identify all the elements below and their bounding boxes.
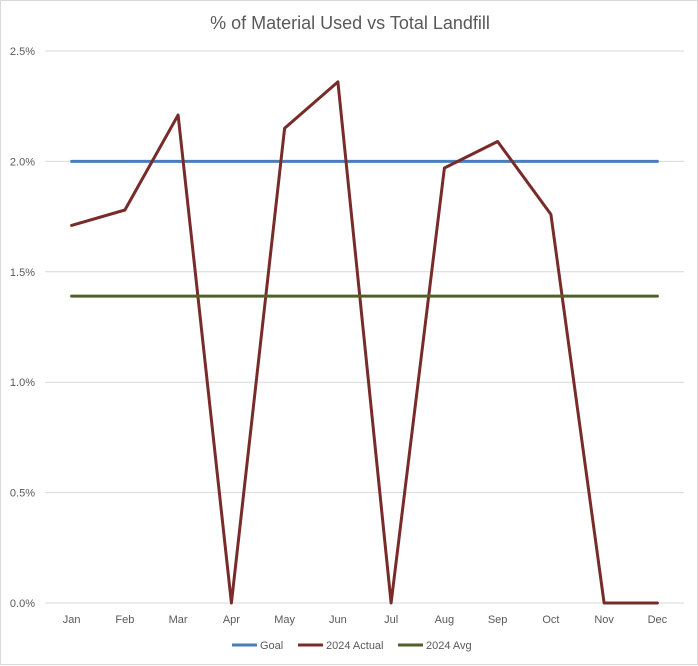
legend-entry-2024-avg: 2024 Avg — [398, 640, 472, 652]
chart-title: % of Material Used vs Total Landfill — [210, 13, 490, 33]
x-tick-label: Dec — [648, 614, 668, 626]
x-tick-label: Apr — [223, 614, 240, 626]
x-tick-label: Oct — [542, 614, 559, 626]
x-tick-label: Mar — [169, 614, 188, 626]
x-tick-label: Aug — [435, 614, 455, 626]
x-tick-label: May — [274, 614, 295, 626]
y-tick-label: 2.0% — [10, 156, 35, 168]
x-tick-label: Sep — [488, 614, 508, 626]
legend-label: 2024 Actual — [326, 640, 384, 652]
y-tick-label: 1.5% — [10, 267, 35, 279]
gridlines — [45, 50, 684, 604]
y-tick-label: 1.0% — [10, 377, 35, 389]
x-tick-label: Nov — [594, 614, 614, 626]
y-axis-ticks: 0.0% 0.5% 1.0% 1.5% 2.0% 2.5% — [10, 46, 35, 610]
legend-entry-2024-actual: 2024 Actual — [298, 640, 384, 652]
legend: Goal 2024 Actual 2024 Avg — [232, 640, 472, 652]
y-tick-label: 0.5% — [10, 488, 35, 500]
series-line-2024-actual — [70, 80, 659, 605]
y-tick-label: 2.5% — [10, 46, 35, 58]
y-tick-label: 0.0% — [10, 598, 35, 610]
x-tick-label: Jun — [329, 614, 347, 626]
x-axis-ticks: Jan Feb Mar Apr May Jun Jul Aug Sep Oct Nov Dec — [63, 614, 668, 626]
legend-entry-goal: Goal — [232, 640, 283, 652]
x-tick-label: Jul — [384, 614, 398, 626]
legend-label: 2024 Avg — [426, 640, 472, 652]
series-lines — [70, 80, 659, 605]
x-tick-label: Feb — [115, 614, 134, 626]
x-tick-label: Jan — [63, 614, 81, 626]
legend-label: Goal — [260, 640, 283, 652]
